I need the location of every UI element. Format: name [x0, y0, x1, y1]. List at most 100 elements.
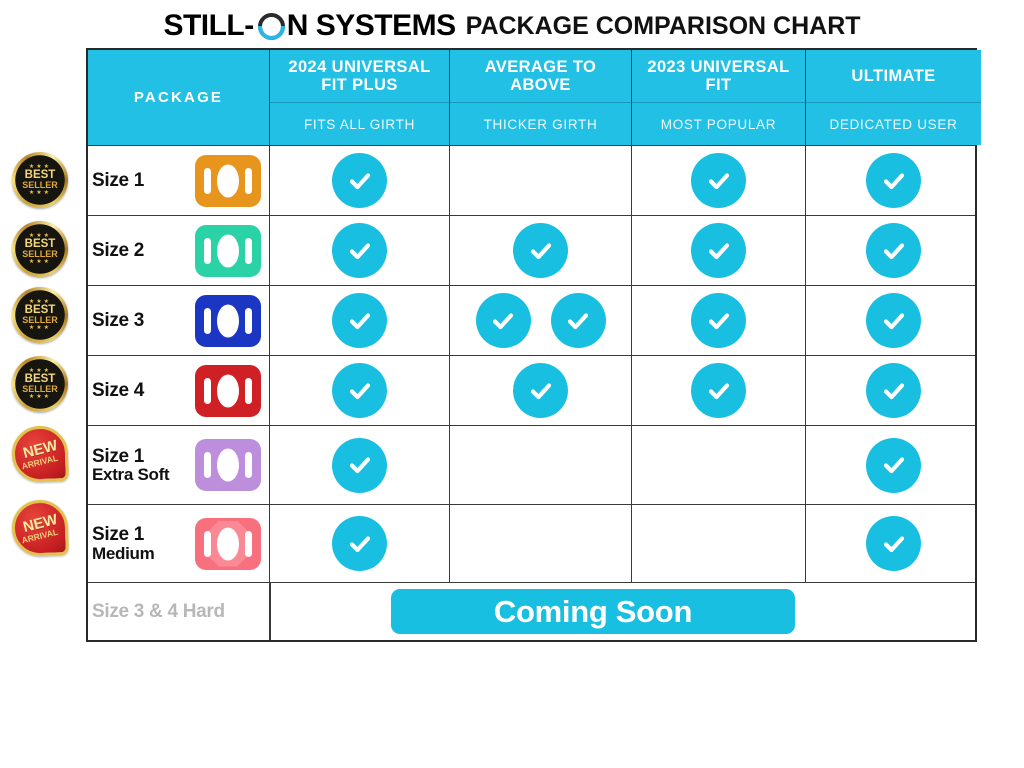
- cell-r6-c4: [806, 505, 981, 582]
- row-label-main: Size 1: [92, 169, 145, 191]
- row-label-main: Size 1: [92, 445, 145, 467]
- check-icon: [691, 153, 746, 208]
- badge-stars-top: ★★★: [28, 163, 52, 170]
- check-icon: [332, 516, 387, 571]
- header-column-title-4: ULTIMATE: [806, 50, 981, 103]
- cell-r3-c4: [806, 286, 981, 355]
- best-seller-badge: ★★★ BEST SELLER ★★★: [12, 152, 68, 208]
- row-label-cell-1: Size 1: [88, 146, 270, 215]
- page-title: STILL- N SYSTEMS PACKAGE COMPARISON CHAR…: [0, 8, 1024, 44]
- badge-stars-top: ★★★: [28, 298, 52, 305]
- badge-line2: SELLER: [22, 249, 58, 260]
- table-body: Size 1 Size 2 Size 3 Size 4 Size 1 Extra Soft…: [88, 145, 975, 640]
- table-row: Size 1 Medium: [88, 504, 975, 582]
- badge-stars-bottom: ★★★: [28, 394, 52, 401]
- brand-name-part2: N SYSTEMS: [286, 9, 456, 42]
- page-subtitle: PACKAGE COMPARISON CHART: [465, 11, 861, 40]
- check-icon: [332, 153, 387, 208]
- coming-soon-label: Size 3 & 4 Hard: [92, 600, 225, 622]
- row-label-main: Size 4: [92, 379, 145, 401]
- check-icon: [691, 293, 746, 348]
- row-label-5: Size 1 Extra Soft: [92, 445, 170, 485]
- row-label-2: Size 2: [92, 241, 144, 260]
- row-label-sub: Medium: [92, 543, 155, 563]
- coming-soon-banner[interactable]: Coming Soon: [391, 589, 795, 634]
- check-icon: [691, 223, 746, 278]
- new-arrival-badge: NEW ARRIVAL: [11, 499, 69, 557]
- cell-r4-c4: [806, 356, 981, 425]
- badge-line2: SELLER: [22, 384, 58, 395]
- cell-r1-c4: [806, 146, 981, 215]
- check-icon: [691, 363, 746, 418]
- header-column-subtitle-1: FITS ALL GIRTH: [270, 103, 450, 145]
- cell-r6-c3: [632, 505, 806, 582]
- badge-stars-bottom: ★★★: [28, 259, 52, 266]
- row-label-3: Size 3: [92, 311, 144, 330]
- header-column-title-2: AVERAGE TO ABOVE: [450, 50, 632, 103]
- cell-r3-c2: [450, 286, 632, 355]
- row-label-4: Size 4: [92, 381, 144, 400]
- product-icon-row-6: [195, 517, 261, 570]
- dual-check-group: [475, 293, 606, 348]
- cell-r6-c2: [450, 505, 632, 582]
- check-icon: [332, 223, 387, 278]
- cell-r5-c4: [806, 426, 981, 504]
- cell-r4-c2: [450, 356, 632, 425]
- row-label-cell-5: Size 1 Extra Soft: [88, 426, 270, 504]
- cell-r2-c1: [270, 216, 450, 285]
- row-label-main: Size 3: [92, 309, 145, 331]
- header-package-cell: PACKAGE: [88, 50, 270, 145]
- cell-r2-c3: [632, 216, 806, 285]
- cell-r3-c3: [632, 286, 806, 355]
- check-icon: [866, 516, 921, 571]
- cell-r4-c1: [270, 356, 450, 425]
- badge-line1: BEST: [24, 237, 56, 250]
- table-row: Size 4: [88, 355, 975, 425]
- check-icon: [866, 293, 921, 348]
- badge-line1: BEST: [24, 372, 56, 385]
- check-icon: [866, 223, 921, 278]
- comparison-table: PACKAGE 2024 UNIVERSAL FIT PLUS AVERAGE T…: [86, 48, 981, 642]
- product-icon-row-5: [195, 439, 261, 491]
- header-title-row: 2024 UNIVERSAL FIT PLUS AVERAGE TO ABOVE 2…: [270, 50, 981, 103]
- badge-line2: SELLER: [22, 315, 58, 326]
- badge-stars-bottom: ★★★: [28, 190, 52, 197]
- table-header: PACKAGE 2024 UNIVERSAL FIT PLUS AVERAGE T…: [88, 50, 981, 145]
- product-icon-row-2: [195, 224, 261, 277]
- row-label-main: Size 2: [92, 239, 145, 261]
- check-icon: [332, 363, 387, 418]
- row-label-cell-2: Size 2: [88, 216, 270, 285]
- header-column-subtitle-3: MOST POPULAR: [632, 103, 806, 145]
- badge-line2: SELLER: [22, 180, 58, 191]
- cell-r5-c1: [270, 426, 450, 504]
- row-label-cell-4: Size 4: [88, 356, 270, 425]
- header-subtitle-row: FITS ALL GIRTH THICKER GIRTH MOST POPULAR D…: [270, 103, 981, 145]
- header-column-subtitle-4: DEDICATED USER: [806, 103, 981, 145]
- table-row: Size 1 Extra Soft: [88, 425, 975, 504]
- cell-r2-c2: [450, 216, 632, 285]
- check-icon: [475, 293, 531, 348]
- row-label-cell-3: Size 3: [88, 286, 270, 355]
- header-column-title-1: 2024 UNIVERSAL FIT PLUS: [270, 50, 450, 103]
- cell-r6-c1: [270, 505, 450, 582]
- product-icon-row-3: [195, 294, 261, 347]
- header-column-title-3: 2023 UNIVERSAL FIT: [632, 50, 806, 103]
- check-icon: [332, 437, 387, 493]
- header-column-subtitle-2: THICKER GIRTH: [450, 103, 632, 145]
- coming-soon-label-cell: Size 3 & 4 Hard: [88, 583, 270, 640]
- cell-r2-c4: [806, 216, 981, 285]
- check-icon: [866, 153, 921, 208]
- table-row: Size 1: [88, 145, 975, 215]
- badge-stars-top: ★★★: [28, 232, 52, 239]
- ring-o-logo-icon: [257, 12, 285, 40]
- row-label-6: Size 1 Medium: [92, 525, 155, 563]
- row-label-sub: Extra Soft: [92, 465, 170, 485]
- cell-r3-c1: [270, 286, 450, 355]
- badge-stars-bottom: ★★★: [28, 325, 52, 332]
- coming-soon-span-cell: Coming Soon: [270, 583, 975, 640]
- check-icon: [550, 293, 606, 348]
- cell-r5-c3: [632, 426, 806, 504]
- best-seller-badge: ★★★ BEST SELLER ★★★: [12, 221, 68, 277]
- badge-line1: BEST: [24, 303, 56, 316]
